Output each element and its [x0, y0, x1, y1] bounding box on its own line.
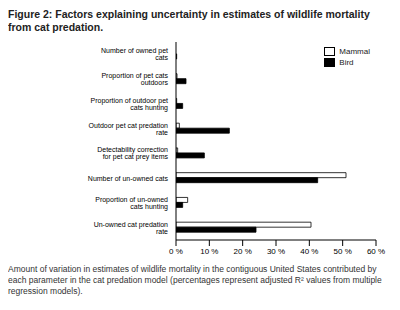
svg-text:Proportion of un-ownedcats hun: Proportion of un-ownedcats hunting: [95, 196, 168, 211]
svg-text:0 %: 0 %: [169, 247, 183, 256]
svg-text:10 %: 10 %: [200, 247, 218, 256]
html-text:Figure 2: Factors explaining u: Figure 2: Factors explaining uncertainty…: [8, 8, 370, 33]
svg-text:Number of un-owned cats: Number of un-owned cats: [88, 175, 169, 182]
svg-text:Outdoor pet cat predationrate: Outdoor pet cat predationrate: [89, 122, 168, 136]
svg-text:40 %: 40 %: [300, 247, 318, 256]
html-text:Mammal: Mammal: [339, 47, 370, 56]
svg-text:Proportion of pet catsoutdoors: Proportion of pet catsoutdoors: [101, 72, 168, 86]
svg-text:50 %: 50 %: [334, 247, 352, 256]
html-text:Amount of variation in estimat: Amount of variation in estimates of wild…: [8, 264, 382, 296]
svg-text:20 %: 20 %: [234, 247, 252, 256]
svg-text:Un-owned cat predationrate: Un-owned cat predationrate: [94, 221, 168, 235]
html-text:Bird: Bird: [339, 58, 354, 67]
svg-text:Number of owned petcats: Number of owned petcats: [101, 47, 168, 61]
svg-text:Detectability correctionfor pe: Detectability correctionfor pet cat prey…: [97, 146, 168, 161]
svg-text:Proportion of outdoor petcats: Proportion of outdoor petcats hunting: [91, 97, 169, 112]
svg-text:60 %: 60 %: [367, 247, 385, 256]
svg-text:30 %: 30 %: [267, 247, 285, 256]
